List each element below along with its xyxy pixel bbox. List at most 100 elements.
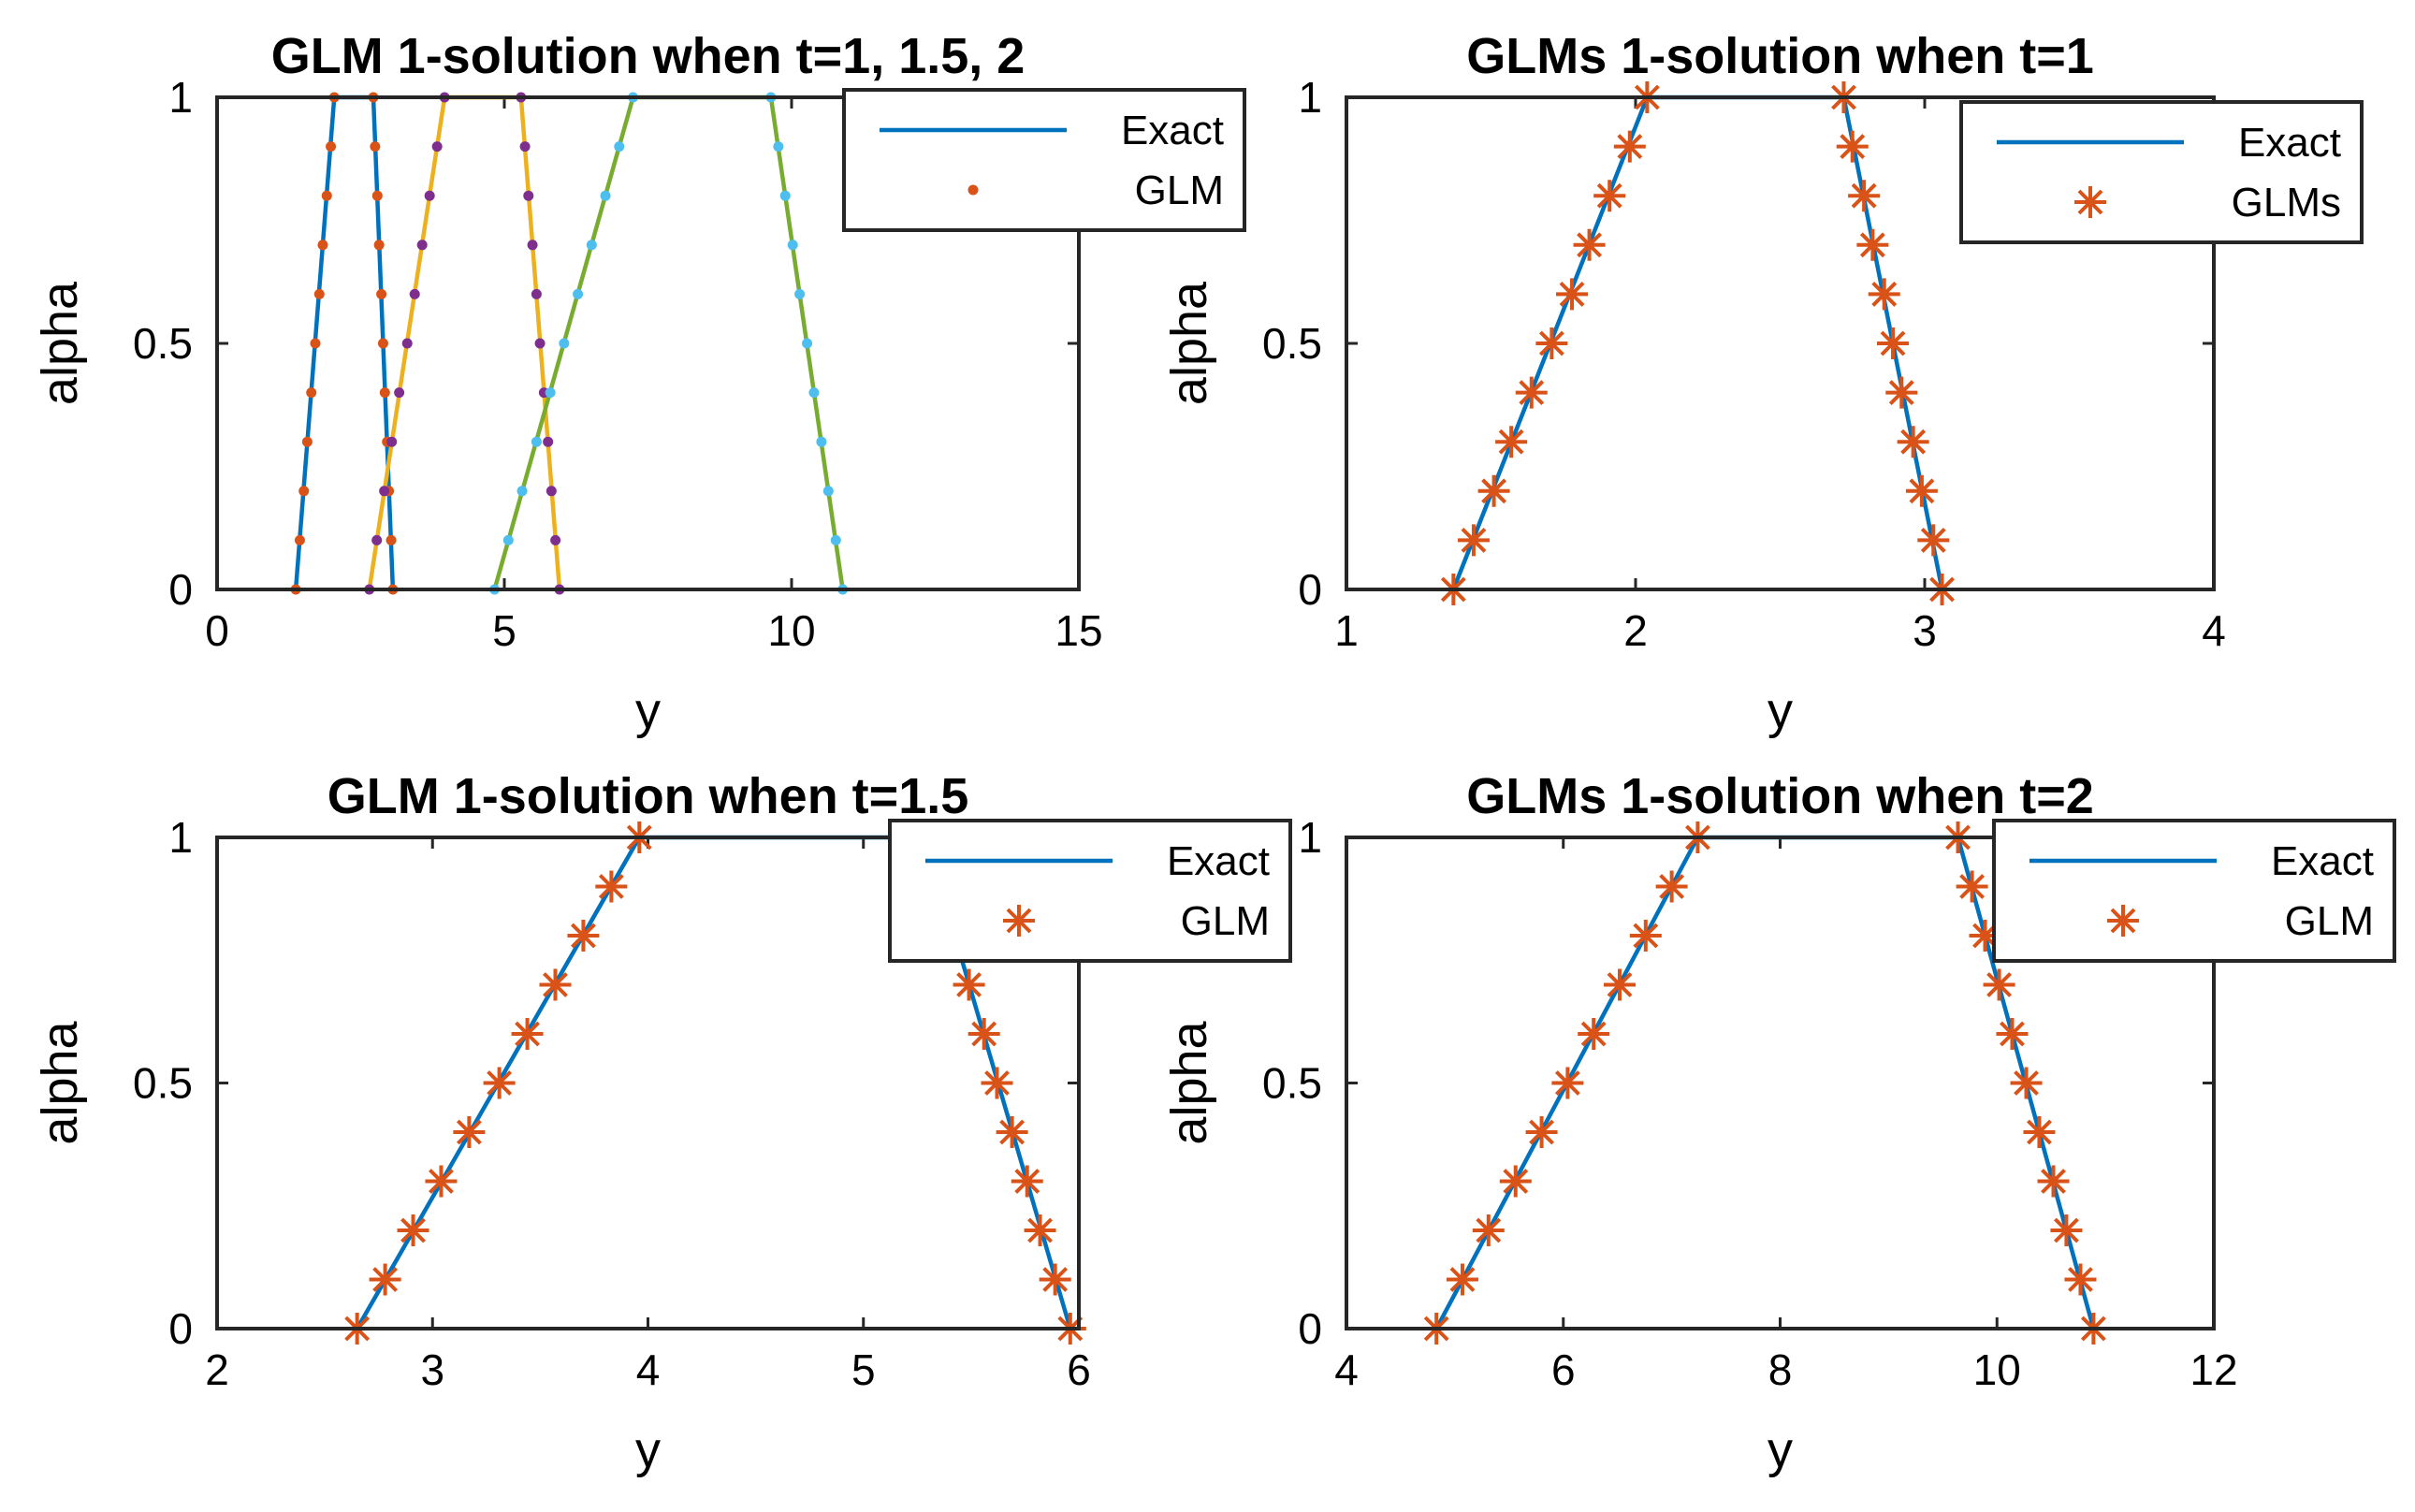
glm-star — [1578, 1018, 1610, 1050]
glm-dot — [546, 486, 557, 497]
glm-star — [397, 1214, 429, 1246]
legend-label: Exact — [2271, 838, 2374, 884]
glm-star — [1983, 968, 2015, 1001]
chart-title: GLM 1-solution when t=1, 1.5, 2 — [271, 28, 1026, 84]
glm-star — [1848, 180, 1881, 212]
glm-star — [1573, 228, 1606, 261]
legend: Exact GLMs — [1959, 100, 2364, 244]
glm-dot — [370, 141, 381, 153]
glm-star — [511, 1018, 544, 1050]
legend-label: Exact — [1121, 108, 1224, 153]
x-tick-label: 5 — [492, 606, 516, 655]
glm-star — [1897, 426, 1929, 458]
glm-dot — [386, 436, 398, 447]
x-tick-label: 12 — [2190, 1345, 2237, 1394]
glm-star — [595, 870, 628, 903]
legend-box — [1992, 819, 2396, 963]
glm-star — [1613, 130, 1646, 163]
glm-star — [1515, 376, 1548, 409]
glm-dot — [543, 436, 554, 447]
x-axis-label: y — [1768, 683, 1793, 739]
glm-star — [1877, 327, 1910, 359]
legend-sample — [2107, 905, 2139, 937]
glm-star — [1525, 1116, 1558, 1148]
glm-dot — [802, 338, 813, 349]
x-axis-label: y — [1768, 1422, 1793, 1478]
glm-dot — [534, 338, 546, 349]
glm-dot — [294, 534, 305, 545]
glm-dot — [559, 338, 570, 349]
glm-star — [1836, 130, 1869, 163]
x-tick-label: 10 — [767, 606, 815, 655]
glm-dot — [424, 190, 435, 201]
subplot: 0 5 10 15 0 0.5 1 GLM 1-solution when t=1, 1.5,… — [32, 28, 1246, 739]
glm-star — [1551, 1067, 1584, 1099]
glm-star — [1604, 968, 1637, 1001]
glm-dot — [586, 240, 597, 251]
glm-star — [2023, 1116, 2056, 1148]
glm-star — [1011, 1165, 1043, 1198]
x-tick-label: 3 — [1913, 606, 1937, 655]
glm-star — [425, 1165, 458, 1198]
x-tick-label: 4 — [1334, 1345, 1359, 1394]
glm-star — [1655, 870, 1688, 903]
y-tick-label: 0 — [1298, 1304, 1322, 1353]
glm-dot — [317, 240, 328, 251]
glm-dot — [386, 534, 397, 545]
glm-dot — [298, 486, 310, 497]
glm-star — [1556, 278, 1589, 311]
glm-dot — [326, 141, 337, 153]
glm-dot — [614, 141, 625, 153]
glm-star — [1905, 474, 1938, 507]
glm-star — [996, 1116, 1028, 1148]
legend-sample — [967, 184, 979, 196]
glm-star — [1446, 1263, 1478, 1296]
x-tick-label: 4 — [636, 1345, 661, 1394]
x-axis-label: y — [635, 1422, 661, 1478]
y-tick-label: 0 — [168, 565, 193, 614]
y-tick-label: 0.5 — [1262, 319, 1322, 368]
legend-box — [842, 88, 1246, 232]
glm-star — [2064, 1263, 2097, 1296]
glm-dot — [301, 436, 313, 447]
glm-star — [2050, 1214, 2083, 1246]
x-tick-label: 4 — [2202, 606, 2226, 655]
glm-star — [1917, 524, 1950, 557]
y-tick-label: 1 — [168, 73, 193, 122]
glm-dot — [377, 338, 388, 349]
legend: Exact GLM — [888, 819, 1292, 963]
glm-dot — [371, 534, 383, 545]
x-tick-label: 8 — [1768, 1345, 1793, 1394]
chart-title: GLMs 1-solution when t=2 — [1466, 768, 2094, 824]
axes-box — [215, 95, 1081, 591]
glm-dot — [379, 387, 390, 399]
glm-star — [1495, 426, 1528, 458]
glm-dot — [787, 240, 798, 251]
glm-dot — [321, 190, 332, 201]
legend-label: GLM — [1135, 167, 1224, 213]
glm-dot — [523, 190, 534, 201]
x-tick-label: 0 — [205, 606, 229, 655]
glm-dot — [313, 288, 325, 299]
chart-title: GLM 1-solution when t=1.5 — [327, 768, 969, 824]
glm-star — [1457, 524, 1490, 557]
glm-dot — [379, 486, 390, 497]
y-tick-label: 1 — [168, 813, 193, 862]
subplot: 4 6 8 10 12 0 0.5 1 GLMs 1-solution when t=2 y alp… — [1161, 768, 2396, 1478]
legend-sample — [1003, 905, 1035, 937]
y-tick-label: 1 — [1298, 813, 1322, 862]
legend: Exact GLM — [842, 88, 1246, 232]
glm-dot — [373, 240, 385, 251]
glm-star — [2037, 1165, 2070, 1198]
x-tick-label: 3 — [420, 1345, 444, 1394]
subplot: 1 2 3 4 0 0.5 1 GLMs 1-solution when t=1 y alpha E… — [1161, 28, 2364, 739]
legend-box — [888, 819, 1292, 963]
glm-dot — [519, 141, 531, 153]
axes-box — [1345, 836, 2216, 1330]
legend-sample — [2074, 186, 2106, 218]
y-axis-label: alpha — [32, 1020, 88, 1144]
subplot: 2 3 4 5 6 0 0.5 1 GLM 1-solution when t=1.5 y alph… — [32, 768, 1292, 1478]
glm-dot — [600, 190, 611, 201]
y-tick-label: 0.5 — [133, 319, 193, 368]
x-tick-label: 6 — [1067, 1345, 1091, 1394]
